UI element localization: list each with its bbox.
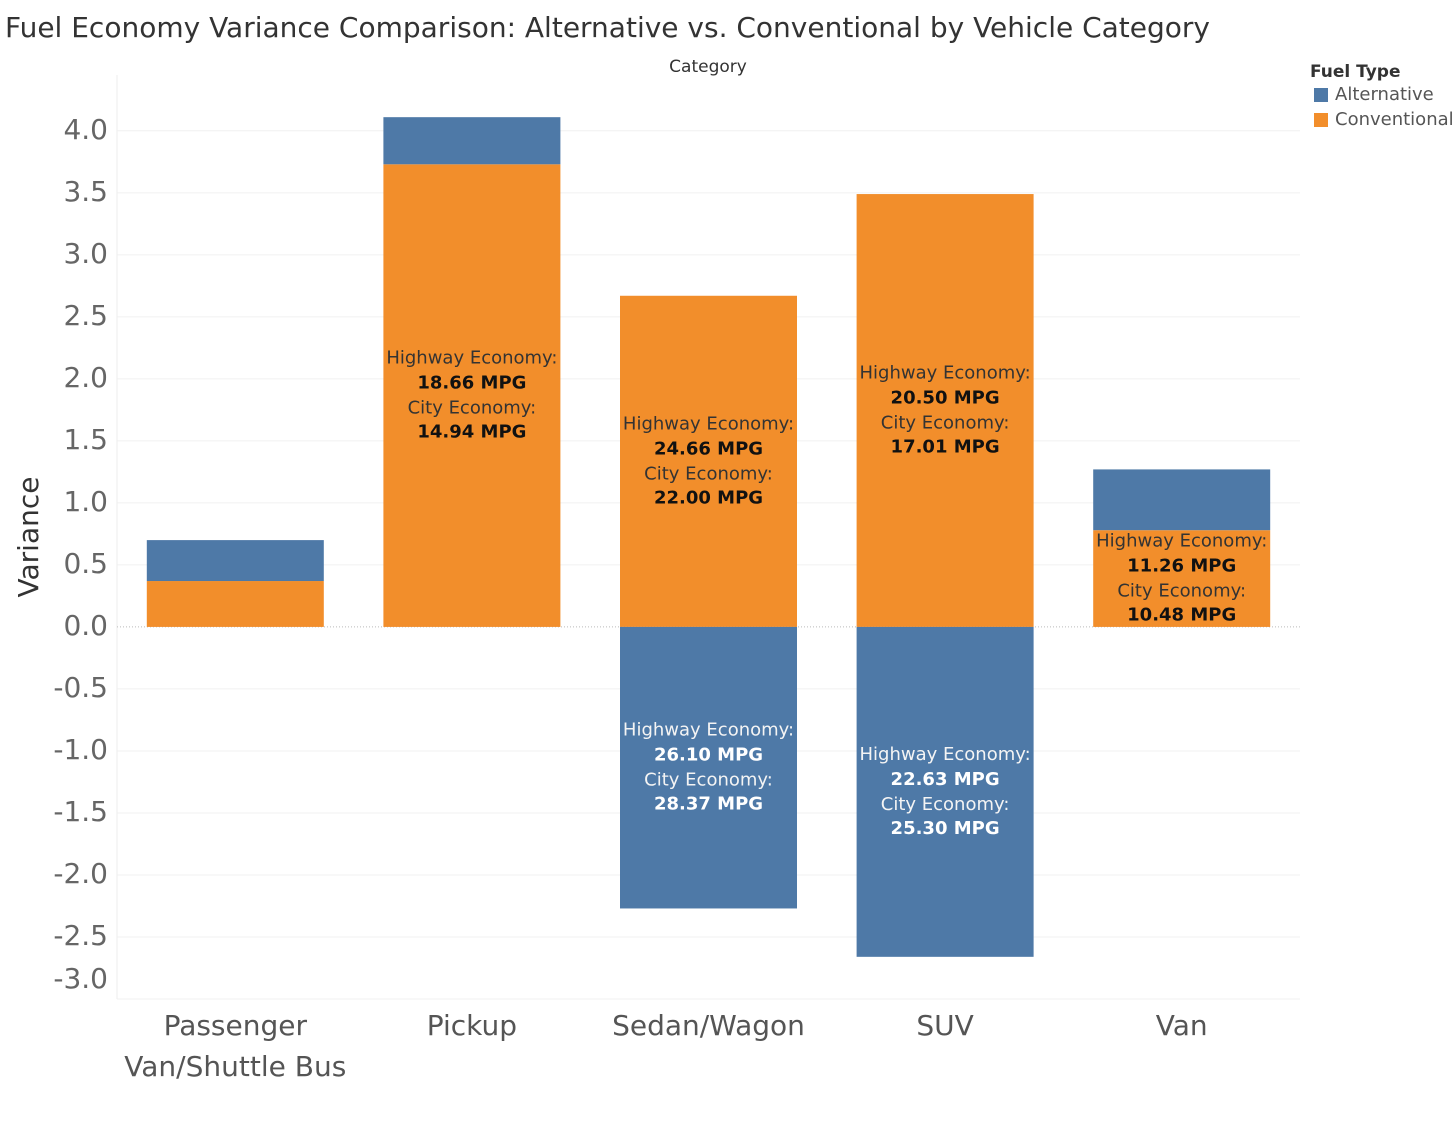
x-tick-label: SUV <box>916 1009 974 1042</box>
annotation-caption: Highway Economy: <box>386 348 557 369</box>
annotation-caption: City Economy: <box>644 770 773 791</box>
y-tick-label: 2.5 <box>63 299 108 332</box>
bar-segment <box>383 164 561 627</box>
y-tick-label: 1.5 <box>63 423 108 456</box>
annotation-caption: City Economy: <box>881 412 1010 433</box>
bar-segment <box>620 626 797 909</box>
annotation-caption: Highway Economy: <box>860 362 1031 383</box>
bar-segment <box>146 581 324 627</box>
annotation-value: 17.01 MPG <box>891 436 1000 457</box>
y-tick-label: 4.0 <box>63 113 108 146</box>
y-tick-label: -0.5 <box>53 671 108 704</box>
bar-segment <box>1093 469 1271 531</box>
annotation-caption: Highway Economy: <box>623 720 794 741</box>
annotation-caption: City Economy: <box>408 398 537 419</box>
legend-label: Alternative <box>1335 84 1434 105</box>
y-tick-label: -1.0 <box>53 733 108 766</box>
bar-segment <box>856 194 1034 627</box>
bar-segment <box>383 117 561 165</box>
annotation-value: 18.66 MPG <box>417 373 526 394</box>
y-tick-label: -3.0 <box>53 962 108 995</box>
x-tick-label: Pickup <box>426 1009 518 1042</box>
bar-segment <box>856 626 1034 957</box>
y-tick-label: -2.0 <box>53 857 108 890</box>
annotation-caption: City Economy: <box>1117 581 1246 602</box>
y-tick-label: 3.0 <box>63 237 108 270</box>
annotation-value: 22.63 MPG <box>891 769 1000 790</box>
legend-swatch <box>1314 113 1328 127</box>
legend-label: Conventional <box>1335 109 1452 130</box>
x-tick-label: Sedan/Wagon <box>612 1009 805 1042</box>
annotation-caption: Highway Economy: <box>1096 531 1267 552</box>
annotation-value: 11.26 MPG <box>1127 556 1236 577</box>
y-tick-label: 2.0 <box>63 361 108 394</box>
annotation-value: 22.00 MPG <box>654 487 763 508</box>
annotation-caption: Highway Economy: <box>623 413 794 434</box>
x-tick-label: Passenger Van/Shuttle Bus <box>124 1009 347 1083</box>
annotation-value: 28.37 MPG <box>654 794 763 815</box>
y-tick-label: 0.5 <box>63 547 108 580</box>
bar-segment <box>620 295 797 627</box>
y-tick-label: 0.0 <box>63 609 108 642</box>
annotation-caption: Highway Economy: <box>860 744 1031 765</box>
y-tick-label: -2.5 <box>53 919 108 952</box>
chart-title: Fuel Economy Variance Comparison: Altern… <box>5 11 1210 44</box>
annotation-value: 26.10 MPG <box>654 745 763 766</box>
y-axis-label: Variance <box>12 477 45 598</box>
column-header: Category <box>669 57 747 77</box>
annotation-value: 25.30 MPG <box>891 818 1000 839</box>
bar-segment <box>146 540 324 582</box>
y-tick-label: 3.5 <box>63 175 108 208</box>
annotation-value: 10.48 MPG <box>1127 605 1236 626</box>
annotation-value: 24.66 MPG <box>654 438 763 459</box>
legend-swatch <box>1314 88 1328 102</box>
annotation-value: 20.50 MPG <box>891 387 1000 408</box>
y-tick-label: -1.5 <box>53 795 108 828</box>
x-tick-label: Van <box>1155 1009 1208 1042</box>
annotation-value: 14.94 MPG <box>417 422 526 443</box>
bar-segment <box>1093 530 1271 627</box>
y-tick-label: 1.0 <box>63 485 108 518</box>
annotation-caption: City Economy: <box>881 794 1010 815</box>
legend-title: Fuel Type <box>1310 62 1401 82</box>
annotation-caption: City Economy: <box>644 463 773 484</box>
